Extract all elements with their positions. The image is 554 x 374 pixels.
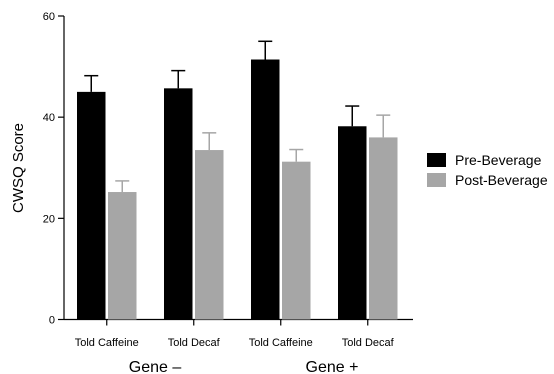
y-tick-label: 20 bbox=[43, 213, 55, 225]
bar-post-3 bbox=[282, 161, 311, 320]
y-tick-label: 40 bbox=[43, 112, 55, 124]
group-label: Gene + bbox=[306, 359, 359, 374]
category-label: Told Caffeine bbox=[249, 337, 313, 349]
bars bbox=[77, 59, 398, 320]
y-ticks: 0 20 40 60 bbox=[43, 11, 64, 327]
category-labels: Told Caffeine Told Decaf Told Caffeine Told… bbox=[75, 337, 395, 349]
y-axis: 0 20 40 60 CWSQ Score bbox=[10, 11, 65, 327]
bar-post-4 bbox=[369, 137, 398, 320]
bar-pre-4 bbox=[338, 126, 367, 320]
error-bars bbox=[84, 40, 391, 193]
bar-pre-1 bbox=[77, 91, 106, 320]
x-ticks bbox=[106, 319, 369, 326]
x-axis: Told Caffeine Told Decaf Told Caffeine Told… bbox=[64, 318, 413, 374]
y-axis-title: CWSQ Score bbox=[10, 123, 27, 213]
group-label: Gene – bbox=[129, 359, 182, 374]
legend-label: Post-Beverage bbox=[455, 172, 548, 188]
group-labels: Gene – Gene + bbox=[129, 359, 359, 374]
y-tick-label: 60 bbox=[43, 11, 55, 23]
legend-swatch bbox=[427, 153, 446, 167]
category-label: Told Decaf bbox=[168, 337, 221, 349]
bar-post-2 bbox=[195, 150, 224, 320]
bar-pre-3 bbox=[251, 59, 280, 320]
category-label: Told Decaf bbox=[342, 337, 395, 349]
legend-swatch bbox=[427, 173, 446, 187]
legend-label: Pre-Beverage bbox=[455, 152, 542, 168]
bar-pre-2 bbox=[164, 88, 193, 320]
y-tick-label: 0 bbox=[49, 315, 55, 327]
bar-post-1 bbox=[108, 192, 137, 320]
category-label: Told Caffeine bbox=[75, 337, 139, 349]
legend: Pre-Beverage Post-Beverage bbox=[427, 152, 548, 188]
